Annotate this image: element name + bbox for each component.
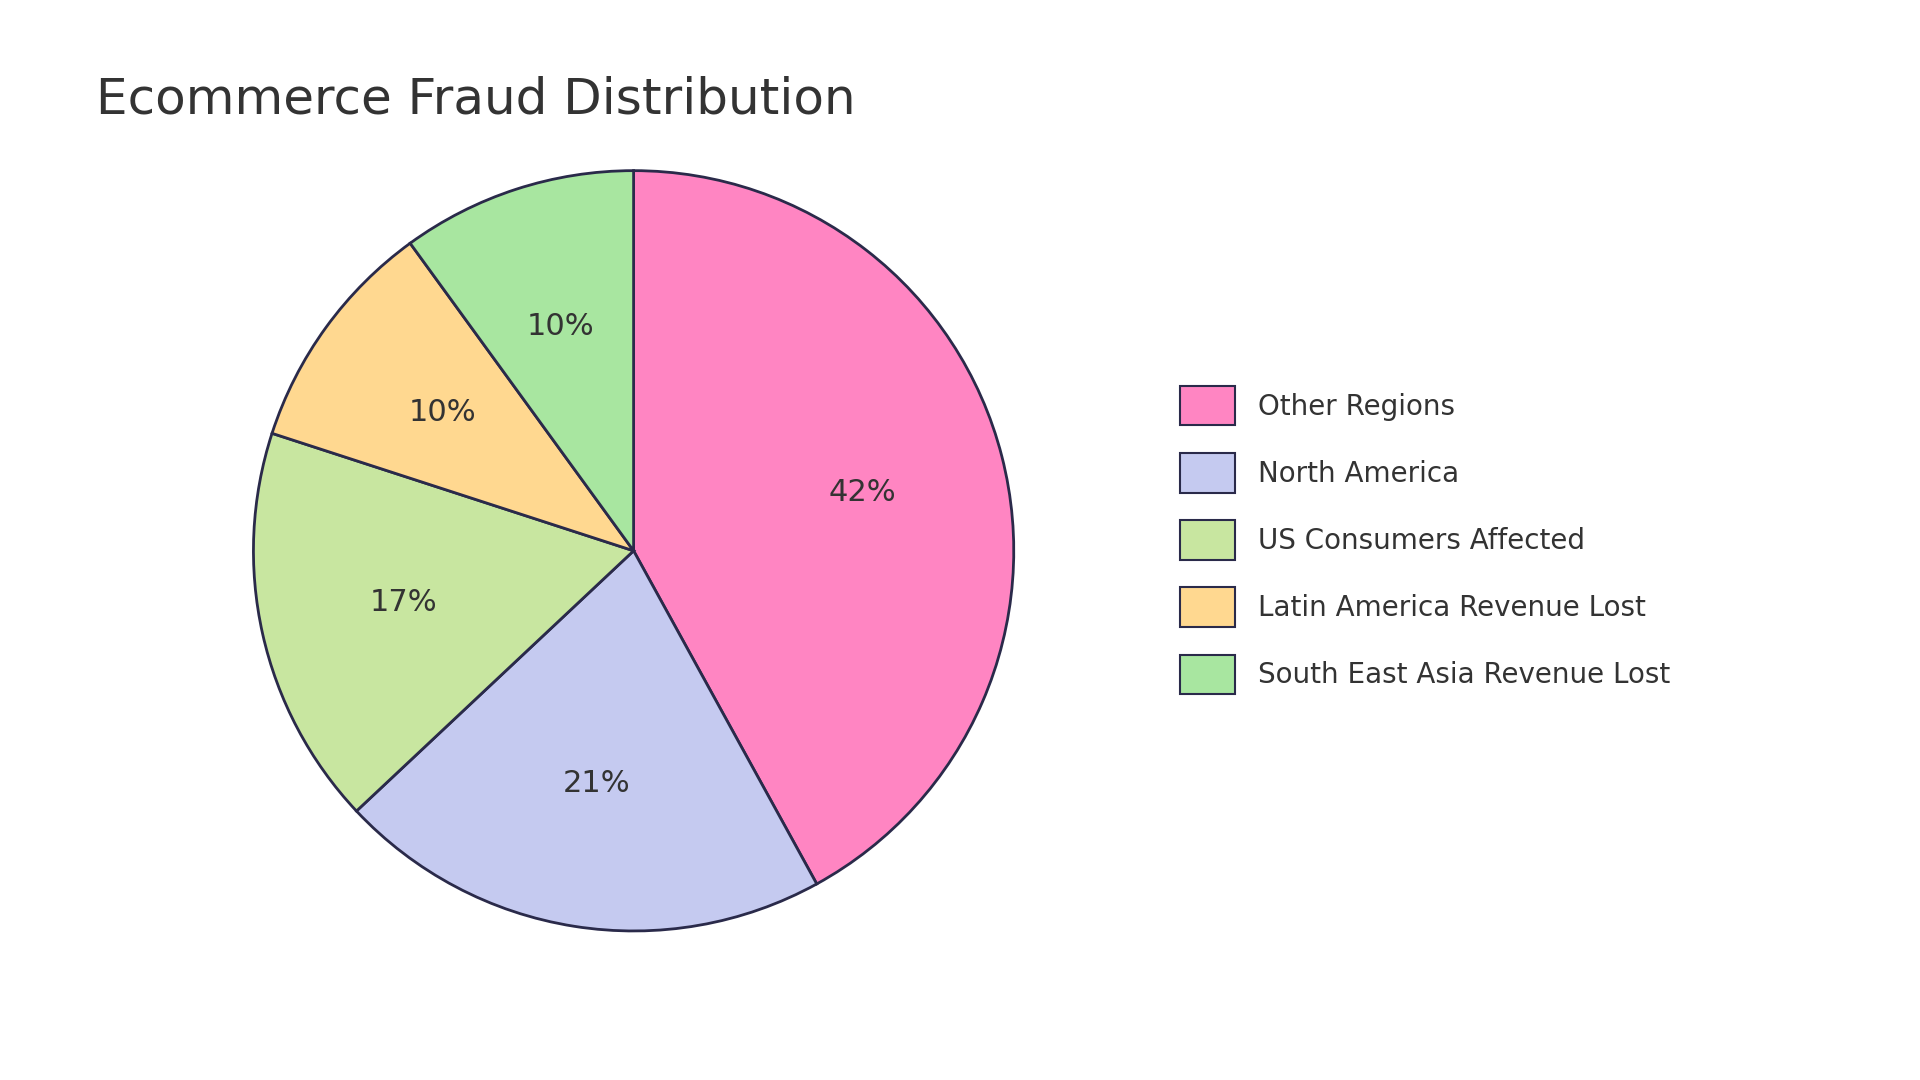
Text: 17%: 17% [371, 588, 438, 617]
Wedge shape [273, 243, 634, 551]
Text: 21%: 21% [563, 769, 630, 798]
Wedge shape [357, 551, 816, 931]
Text: 10%: 10% [409, 397, 476, 427]
Wedge shape [253, 433, 634, 811]
Text: Ecommerce Fraud Distribution: Ecommerce Fraud Distribution [96, 76, 856, 123]
Wedge shape [634, 171, 1014, 883]
Text: 10%: 10% [526, 312, 595, 341]
Wedge shape [411, 171, 634, 551]
Legend: Other Regions, North America, US Consumers Affected, Latin America Revenue Lost,: Other Regions, North America, US Consume… [1165, 373, 1684, 707]
Text: 42%: 42% [828, 477, 897, 507]
